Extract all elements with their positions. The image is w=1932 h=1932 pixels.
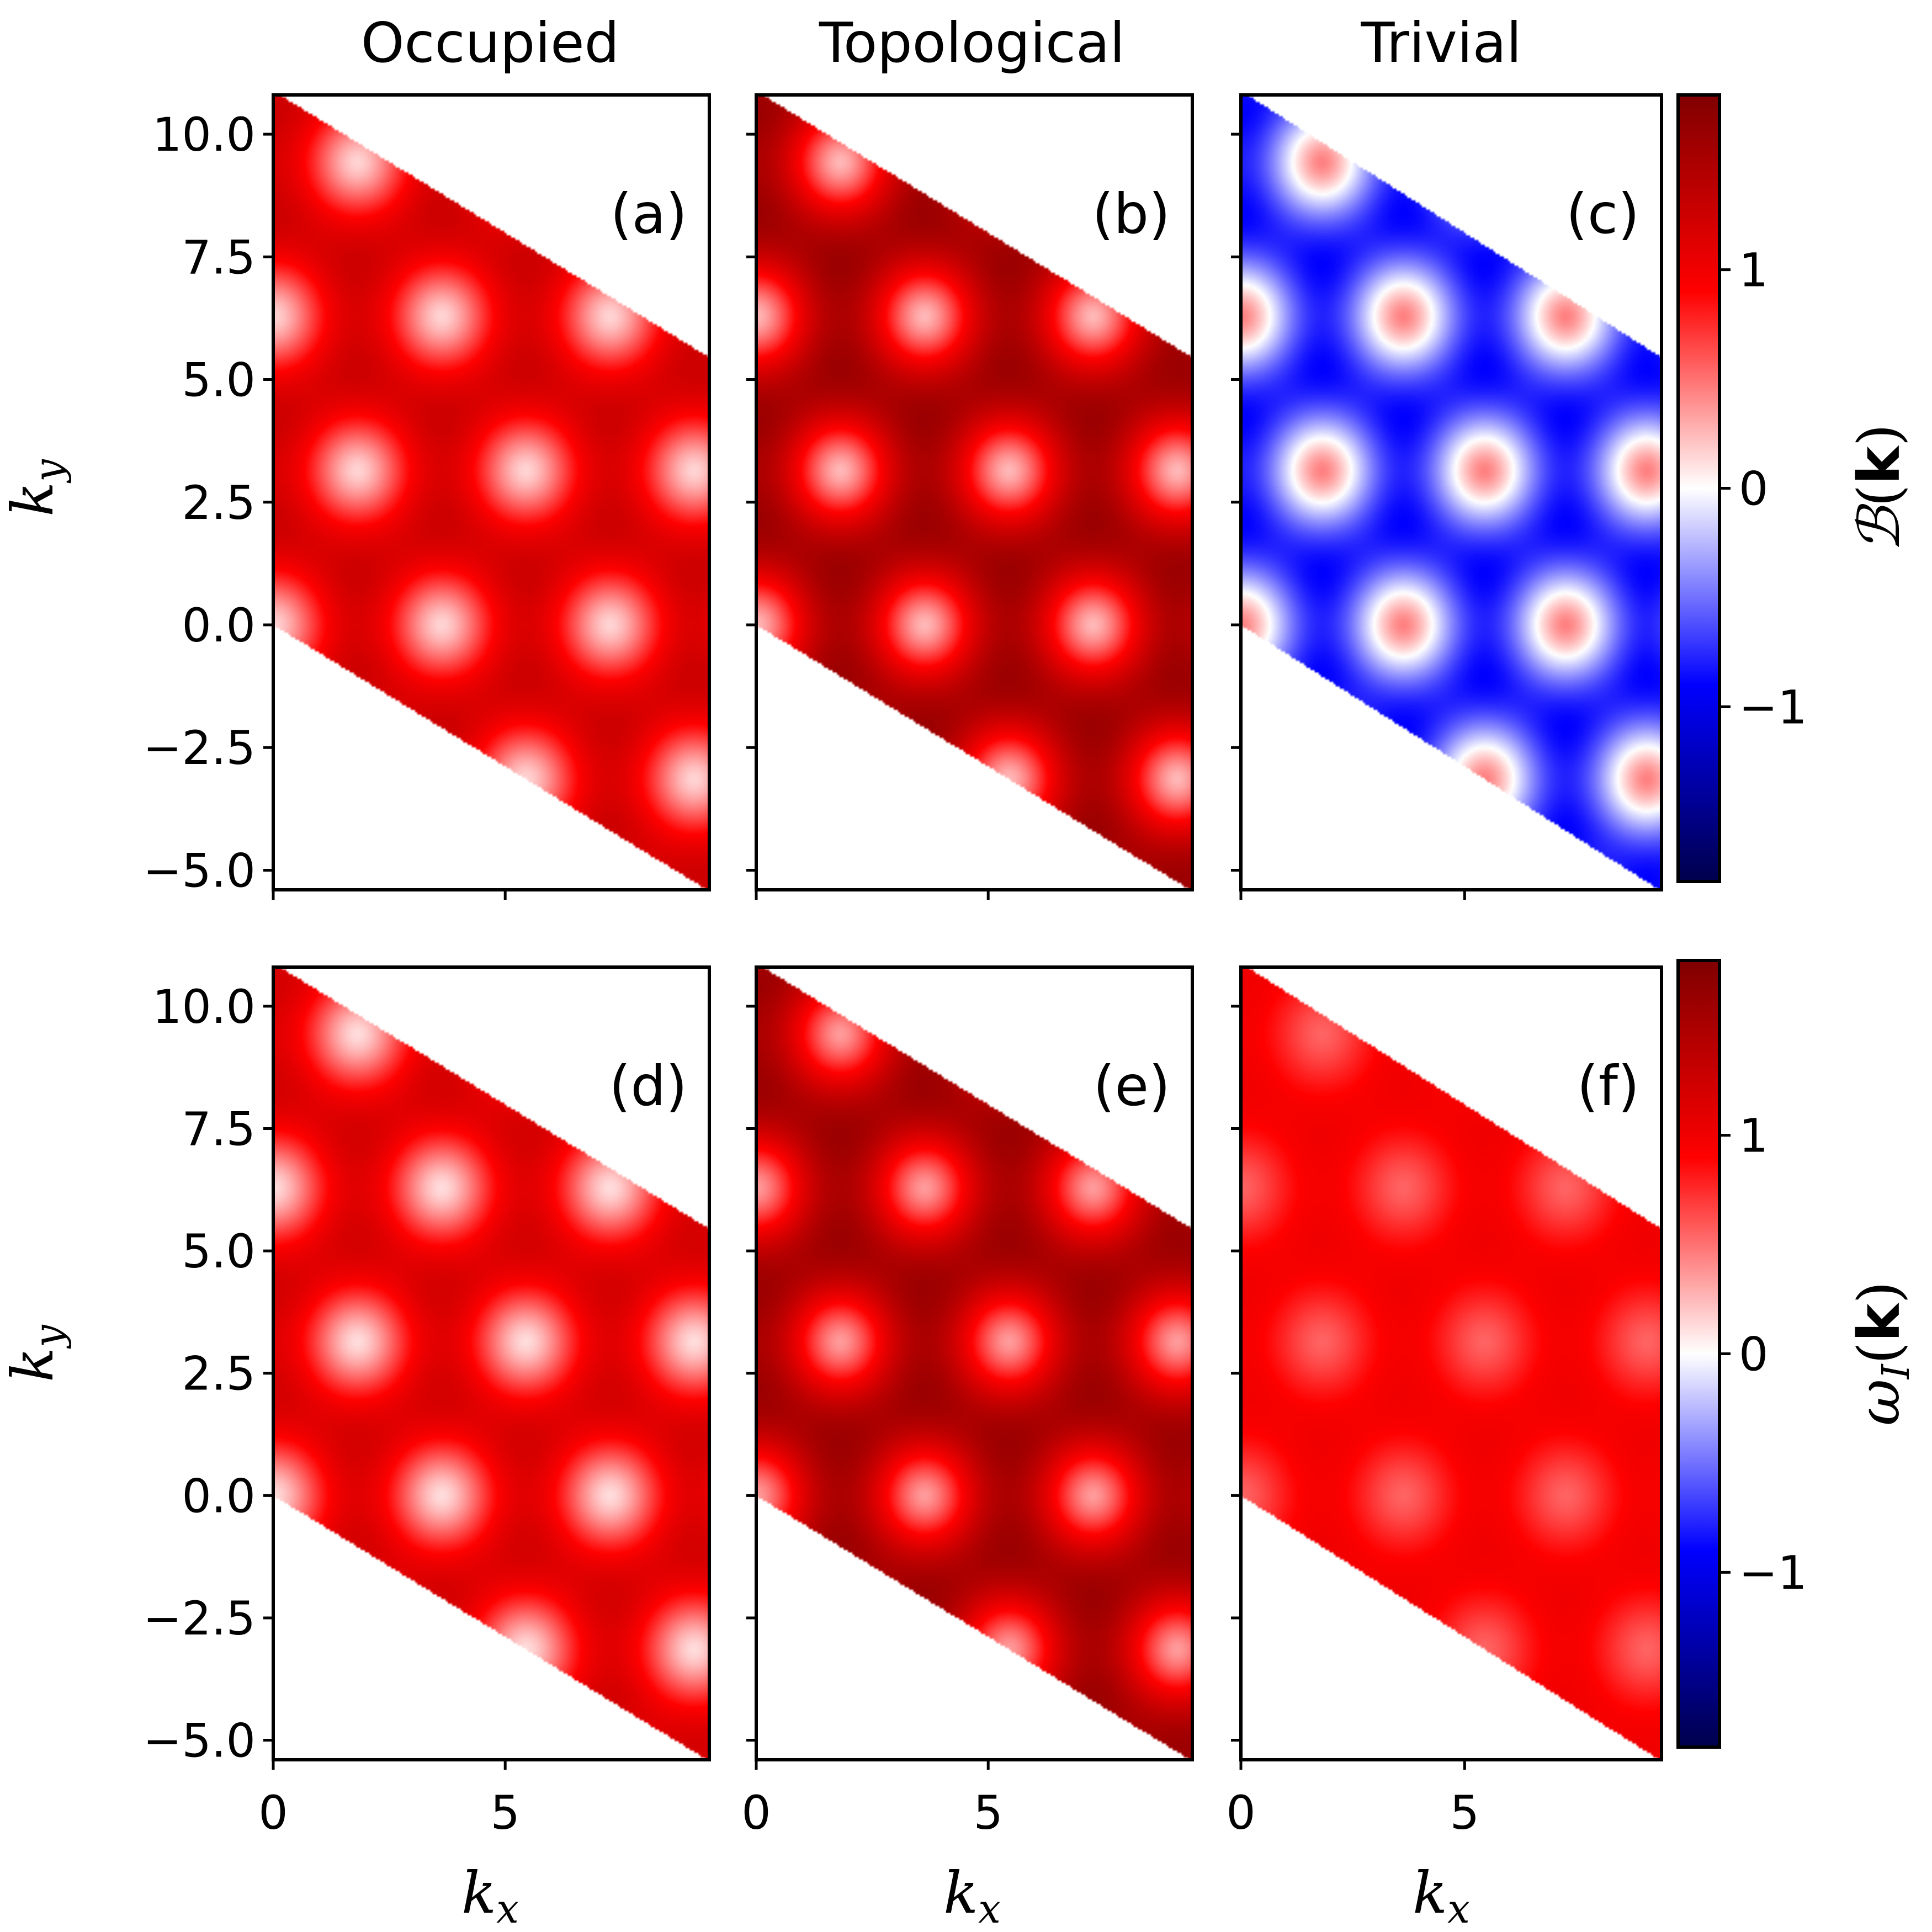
y-tick-label: 0.0 bbox=[182, 1469, 256, 1523]
y-tick-label: −2.5 bbox=[143, 721, 256, 775]
heatmap-panel-d bbox=[273, 967, 709, 1760]
panel-label-d: (d) bbox=[609, 1054, 687, 1118]
y-tick-label: 10.0 bbox=[152, 980, 256, 1034]
x-tick-label: 0 bbox=[741, 1786, 771, 1840]
panel-frame bbox=[272, 965, 711, 1761]
x-axis-label-col2: kx bbox=[943, 1859, 1001, 1932]
x-tick-label: 5 bbox=[490, 1786, 519, 1840]
colorbar-tick-label: 1 bbox=[1739, 1109, 1768, 1163]
y-axis-label-top: ky bbox=[0, 459, 72, 517]
x-tick-label: 0 bbox=[258, 1786, 288, 1840]
heatmap-panel-f bbox=[1241, 967, 1662, 1760]
heatmap-panel-a bbox=[273, 95, 709, 890]
panel-label-c: (c) bbox=[1566, 182, 1639, 246]
colorbar-tick-label: 0 bbox=[1739, 1328, 1768, 1382]
y-tick-label: 2.5 bbox=[182, 1347, 256, 1401]
colorbar-tick-label: 0 bbox=[1739, 462, 1768, 516]
heatmap-panel-c bbox=[1241, 95, 1662, 890]
x-tick-label: 0 bbox=[1226, 1786, 1255, 1840]
colorbar-tick-label: −1 bbox=[1739, 680, 1807, 734]
y-axis-label-bottom: ky bbox=[0, 1324, 72, 1382]
colorbar-bottom: 1 0 −1 ωI(k) bbox=[1676, 959, 1918, 1749]
panel-label-f: (f) bbox=[1577, 1054, 1639, 1118]
panel-frame bbox=[1239, 965, 1663, 1761]
panel-frame bbox=[755, 965, 1194, 1761]
colorbar-bottom-ticks: 1 0 −1 bbox=[1719, 1109, 1807, 1600]
panel-frame bbox=[755, 93, 1194, 891]
column-title-trivial: Trivial bbox=[1360, 10, 1521, 75]
y-tick-label: −5.0 bbox=[143, 1714, 256, 1768]
column-title-topological: Topological bbox=[819, 10, 1125, 75]
colorbar-top-gradient bbox=[1676, 93, 1721, 883]
x-axis-label-col1: kx bbox=[461, 1859, 519, 1932]
colorbar-tick-label: 1 bbox=[1739, 243, 1768, 298]
colorbar-bottom-gradient bbox=[1676, 959, 1721, 1749]
y-tick-label: 5.0 bbox=[182, 353, 256, 407]
panel-label-a: (a) bbox=[611, 182, 687, 246]
y-tick-label: 2.5 bbox=[182, 476, 256, 530]
y-tick-label: 5.0 bbox=[182, 1224, 256, 1278]
heatmap-panel-b bbox=[756, 95, 1192, 890]
column-title-occupied: Occupied bbox=[361, 10, 619, 75]
heatmap-panel-e bbox=[756, 967, 1192, 1760]
y-tick-label: 10.0 bbox=[152, 108, 256, 162]
panel-label-e: (e) bbox=[1093, 1054, 1170, 1118]
x-tick-label: 5 bbox=[973, 1786, 1002, 1840]
colorbar-top-ticks: 1 0 −1 bbox=[1719, 243, 1807, 734]
panel-frame bbox=[272, 93, 711, 891]
panels-group bbox=[273, 95, 1662, 1760]
y-tick-label: −5.0 bbox=[143, 843, 256, 898]
panel-frame bbox=[1239, 93, 1663, 891]
colorbar-tick-label: −1 bbox=[1739, 1546, 1807, 1600]
y-tick-label: −2.5 bbox=[143, 1591, 256, 1646]
panel-label-b: (b) bbox=[1092, 182, 1170, 246]
axes-group: (a) 10.0 7.5 5.0 2.5 0.0 −2.5 −5.0 (b) (c) (d) 10.0… bbox=[143, 93, 1663, 1840]
colorbar-bottom-label: ωI(k) bbox=[1845, 1281, 1918, 1426]
colorbar-top: 1 0 −1 ℬ(k) bbox=[1676, 93, 1913, 883]
y-tick-label: 0.0 bbox=[182, 598, 256, 652]
y-tick-label: 7.5 bbox=[182, 1102, 256, 1156]
y-tick-label: 7.5 bbox=[182, 230, 256, 284]
x-tick-label: 5 bbox=[1450, 1786, 1479, 1840]
x-axis-label-col3: kx bbox=[1413, 1859, 1470, 1932]
colorbar-top-label: ℬ(k) bbox=[1845, 424, 1913, 552]
